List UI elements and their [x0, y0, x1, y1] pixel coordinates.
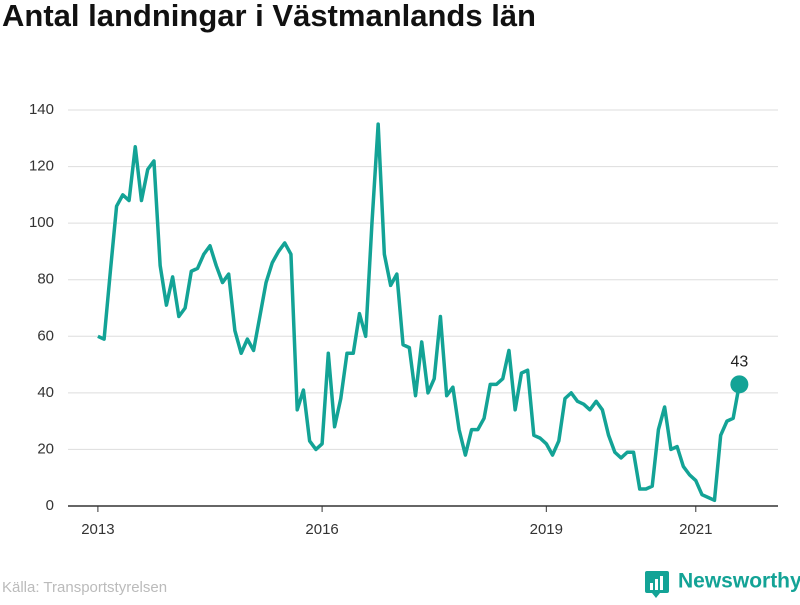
series-line: [97, 122, 742, 503]
brand: Newsworthy: [678, 570, 800, 593]
x-tick-label: 2013: [81, 521, 114, 538]
chart-title: Antal landningar i Västmanlands län: [2, 0, 536, 33]
source: Källa: Transportstyrelsen: [2, 579, 167, 596]
x-tick-label: 2019: [530, 521, 563, 538]
y-tick-label: 80: [37, 271, 54, 288]
y-tick-label: 140: [29, 101, 54, 118]
y-tick-label: 120: [29, 158, 54, 175]
y-tick-label: 60: [37, 327, 54, 344]
brand-logo: [645, 571, 669, 598]
last-point: [730, 375, 749, 394]
x-tick-label: 2016: [305, 521, 338, 538]
y-tick-label: 0: [46, 497, 54, 514]
y-tick-label: 20: [37, 440, 54, 457]
x-tick-label: 2021: [679, 521, 712, 538]
last-value-label: 43: [730, 354, 748, 371]
y-tick-label: 40: [37, 384, 54, 401]
y-tick-label: 100: [29, 214, 54, 231]
